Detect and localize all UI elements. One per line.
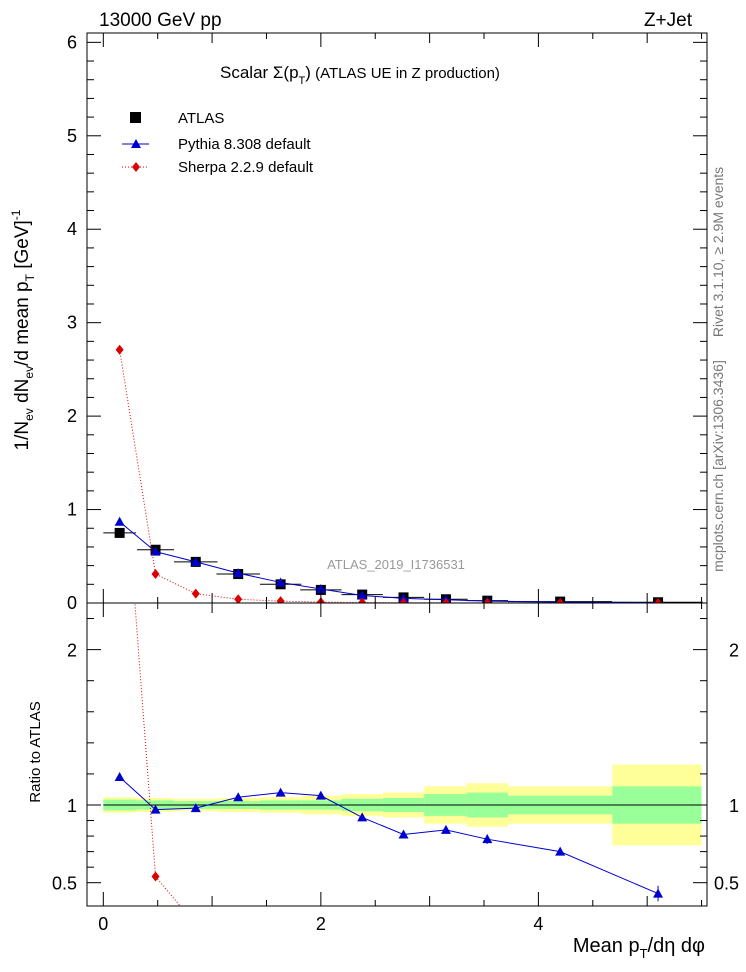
pythia-point — [315, 583, 326, 593]
sherpa-point — [399, 597, 408, 603]
legend-marker-atlas — [130, 112, 141, 123]
pythia-point — [275, 577, 286, 587]
ratio-uncertainty-bands — [103, 764, 702, 846]
sherpa-point — [556, 597, 565, 603]
pythia-ratio-point — [482, 834, 493, 844]
series-line-2 — [119, 349, 659, 603]
sherpa-point — [483, 597, 492, 603]
pythia-point — [357, 590, 368, 600]
x-tick-label: 4 — [533, 914, 543, 934]
pythia-point — [233, 568, 244, 578]
pythia-ratio-point — [275, 787, 286, 797]
rivet-info-label: Rivet 3.1.10, ≥ 2.9M events — [710, 167, 726, 337]
sherpa-point — [191, 588, 200, 599]
pythia-ratio-point — [357, 812, 368, 822]
pythia-point — [150, 546, 161, 556]
top-y-axis-label: 1/Nev dNev/d mean pT [GeV]-1 — [9, 209, 37, 450]
top-y-tick-label: 0 — [67, 593, 77, 613]
top-axis-ticks: 0 1 2 3 4 5 6 — [67, 32, 707, 613]
ratio-panel-frame — [86, 602, 708, 907]
top-plot-area — [103, 344, 703, 603]
sherpa-point — [441, 597, 450, 603]
pythia-point — [190, 556, 201, 566]
sherpa-ratio-point — [192, 920, 200, 930]
ratio-axis-ticks: 0.5 0.5 1 1 2 2 0 2 4 — [52, 603, 739, 934]
pythia-ratio-point — [440, 824, 451, 834]
ratio-y-tick-label-right: 2 — [729, 641, 739, 661]
pythia-ratio-point — [398, 829, 409, 839]
legend: ATLAS Pythia 8.308 default Sherpa 2.2.9 … — [122, 110, 314, 176]
analysis-watermark: ATLAS_2019_I1736531 — [327, 557, 465, 572]
legend-marker-sherpa — [132, 162, 140, 172]
atlas-point — [114, 527, 125, 538]
legend-label-pythia: Pythia 8.308 default — [178, 136, 311, 153]
pythia-ratio-point — [190, 803, 201, 813]
sherpa-ratio-point — [116, 396, 124, 406]
ratio-line-0 — [119, 776, 659, 895]
legend-label-sherpa: Sherpa 2.2.9 default — [178, 159, 314, 176]
pythia-ratio-point — [653, 888, 664, 898]
ratio-y-tick-label: 2 — [67, 641, 77, 661]
legend-marker-pythia — [131, 139, 141, 148]
pythia-ratio-point — [233, 792, 244, 802]
ratio-y-tick-label-right: 0.5 — [714, 874, 739, 894]
top-y-tick-label: 6 — [67, 32, 77, 52]
ratio-y-tick-label: 0.5 — [52, 874, 77, 894]
top-y-tick-label: 3 — [67, 313, 77, 333]
pythia-ratio-point — [114, 772, 125, 782]
x-tick-label: 2 — [316, 914, 326, 934]
pythia-ratio-point — [555, 846, 566, 856]
header-right: Z+Jet — [644, 10, 693, 31]
header-left: 13000 GeV pp — [99, 10, 222, 31]
chart-title: Scalar Σ(pT) (ATLAS UE in Z production) — [220, 63, 500, 87]
sherpa-point — [654, 597, 663, 603]
top-y-tick-label: 4 — [67, 219, 77, 239]
mcplots-info-label: mcplots.cern.ch [arXiv:1306.3436] — [710, 360, 726, 572]
top-y-tick-label: 5 — [67, 126, 77, 146]
sherpa-point — [151, 569, 160, 580]
sherpa-point — [234, 594, 243, 603]
pythia-ratio-point — [150, 804, 161, 814]
sherpa-point — [276, 596, 285, 603]
ratio-y-axis-label: Ratio to ATLAS — [27, 701, 44, 802]
ratio-y-tick-label-right: 1 — [729, 796, 739, 816]
ratio-y-tick-label: 1 — [67, 796, 77, 816]
ratio-line-1 — [134, 603, 181, 906]
sherpa-point — [358, 597, 367, 603]
x-axis-label: Mean pT/dη dφ — [573, 935, 705, 961]
top-y-tick-label: 2 — [67, 406, 77, 426]
ratio-plot-area — [114, 396, 664, 930]
top-y-tick-label: 1 — [67, 500, 77, 520]
legend-label-atlas: ATLAS — [178, 110, 224, 127]
series-line-1 — [119, 521, 659, 603]
sherpa-point — [115, 344, 124, 355]
x-tick-label: 0 — [98, 914, 108, 934]
pythia-ratio-point — [315, 790, 326, 800]
sherpa-ratio-point — [151, 871, 160, 882]
pythia-point — [114, 516, 125, 526]
